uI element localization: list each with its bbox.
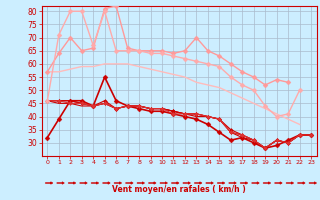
X-axis label: Vent moyen/en rafales ( km/h ): Vent moyen/en rafales ( km/h ) [112,185,246,194]
